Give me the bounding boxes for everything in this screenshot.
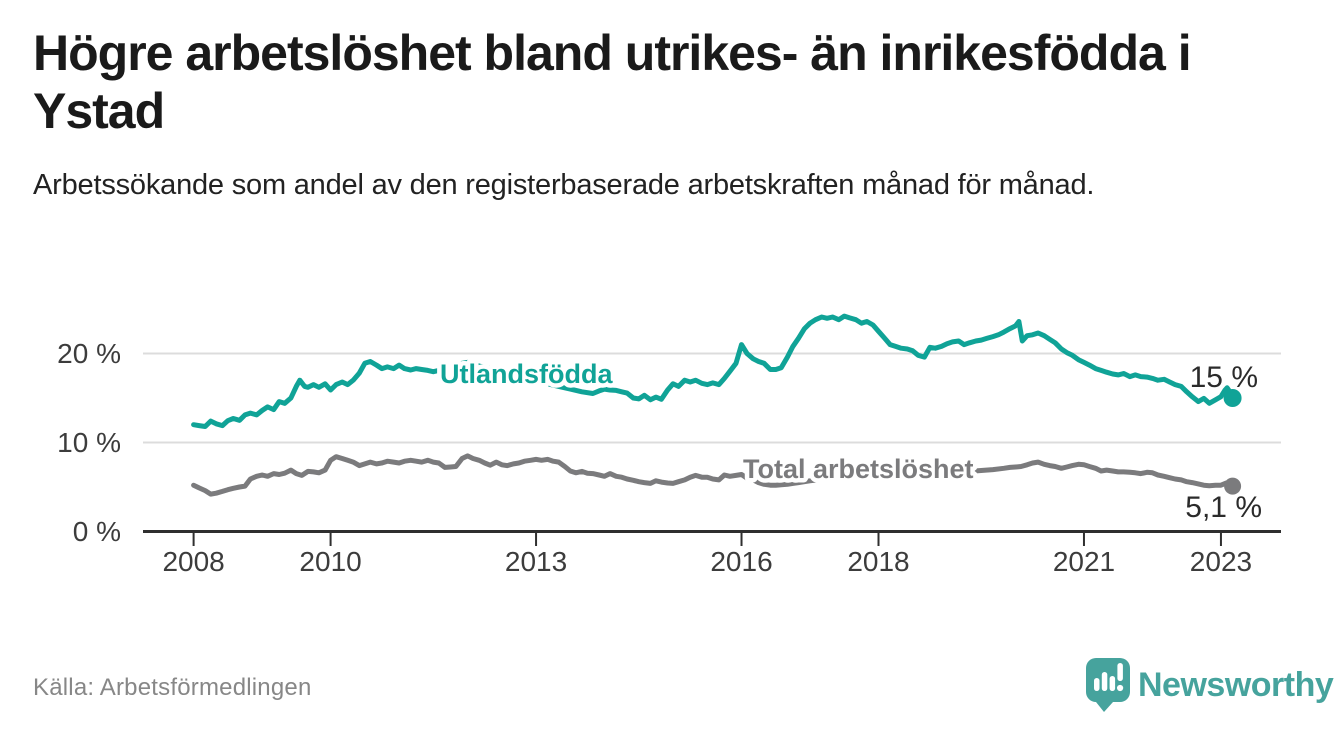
newsworthy-wordmark: Newsworthy	[1138, 665, 1334, 704]
series-layer	[191, 313, 1242, 497]
x-axis-tick-label: 2013	[505, 546, 567, 577]
series-label-utlandsfodda: Utlandsfödda	[440, 359, 613, 389]
x-axis-tick-label: 2023	[1190, 546, 1252, 577]
x-axis-tick-label: 2016	[710, 546, 772, 577]
newsworthy-logo-icon	[1086, 658, 1130, 712]
y-axis-tick-label: 10 %	[57, 427, 121, 458]
x-axis-tick-label: 2008	[162, 546, 224, 577]
series-line-total	[191, 453, 1236, 497]
series-end-dot-utlandsfodda	[1223, 389, 1242, 407]
x-axis-tick-label: 2010	[299, 546, 361, 577]
series-label-total-arbetsloshet: Total arbetslöshet	[743, 454, 974, 484]
y-axis-tick-label: 0 %	[73, 516, 121, 547]
chart-subtitle: Arbetssökande som andel av den registerb…	[33, 169, 1095, 201]
axis-layer: 0 % 10 % 20 % 2008 2010 2013 2016 2018 2021 2023	[57, 338, 1281, 577]
gridline-layer	[143, 352, 1281, 444]
source-note: Källa: Arbetsförmedlingen	[33, 674, 312, 701]
end-value-label-total: 5,1 %	[1185, 491, 1262, 524]
series-end-dot-total	[1224, 477, 1242, 495]
series-line-utlandsfodda	[191, 313, 1236, 429]
chart-label-layer: Utlandsfödda Total arbetslöshet 15 % 5,1…	[436, 355, 1263, 525]
end-value-label-utlandsfodda: 15 %	[1190, 361, 1258, 394]
page-title: Högre arbetslöshet bland utrikes- än inr…	[33, 25, 1192, 139]
y-axis-tick-label: 20 %	[57, 338, 121, 369]
x-axis-tick-label: 2018	[847, 546, 909, 577]
x-axis-tick-label: 2021	[1053, 546, 1115, 577]
newsworthy-branding: Newsworthy	[1086, 658, 1334, 712]
